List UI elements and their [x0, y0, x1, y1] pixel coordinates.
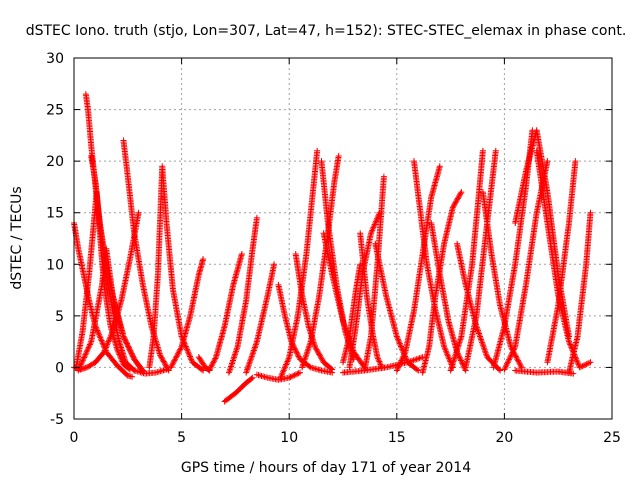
series-markers	[320, 230, 368, 371]
data-series	[131, 366, 170, 377]
series-markers	[167, 256, 207, 371]
series-markers	[277, 147, 321, 381]
series-markers	[544, 158, 579, 366]
data-series	[120, 137, 172, 374]
series-markers	[428, 220, 469, 374]
series-markers	[146, 163, 207, 374]
data-series	[428, 220, 469, 374]
series-markers	[243, 261, 278, 376]
chart-title: dSTEC Iono. truth (stjo, Lon=307, Lat=47…	[26, 23, 627, 39]
data-series	[512, 367, 577, 377]
data-series	[320, 230, 368, 371]
y-tick-label: 0	[55, 360, 64, 376]
x-tick-label: 5	[177, 430, 186, 446]
series-markers	[120, 137, 172, 374]
data-series	[243, 261, 278, 376]
series-markers	[131, 366, 170, 377]
series-markers	[566, 209, 594, 376]
y-tick-label: 30	[46, 51, 64, 67]
series-markers	[340, 261, 364, 366]
data-markers	[71, 91, 594, 405]
data-series	[206, 251, 245, 373]
data-series	[566, 209, 594, 376]
x-tick-label: 15	[388, 430, 406, 446]
data-series	[225, 214, 260, 376]
x-axis-label: GPS time / hours of day 171 of year 2014	[181, 460, 471, 476]
y-tick-label: -5	[50, 412, 64, 428]
data-series	[544, 158, 579, 366]
series-markers	[275, 281, 336, 376]
x-tick-label: 25	[603, 430, 621, 446]
plot-frame	[73, 57, 613, 420]
y-axis-label: dSTEC / TECUs	[9, 186, 25, 289]
x-tick-label: 10	[280, 430, 298, 446]
data-series	[146, 163, 207, 374]
data-series	[277, 147, 321, 381]
data-series	[221, 374, 256, 405]
data-series	[340, 261, 364, 366]
y-tick-label: 20	[46, 154, 64, 170]
series-markers	[512, 367, 577, 377]
x-tick-label: 0	[70, 430, 79, 446]
axis-ticks: 0 5 10 15 20 25 -5 0 5 10 15 20 25 30	[46, 51, 621, 446]
series-markers	[206, 251, 245, 373]
y-tick-label: 5	[55, 309, 64, 325]
y-tick-label: 10	[46, 257, 64, 273]
series-markers	[221, 374, 256, 405]
data-series	[167, 256, 207, 371]
y-tick-label: 25	[46, 103, 64, 119]
series-markers	[225, 214, 260, 376]
x-tick-label: 20	[495, 430, 513, 446]
y-tick-label: 15	[46, 206, 64, 222]
data-series	[275, 281, 336, 376]
